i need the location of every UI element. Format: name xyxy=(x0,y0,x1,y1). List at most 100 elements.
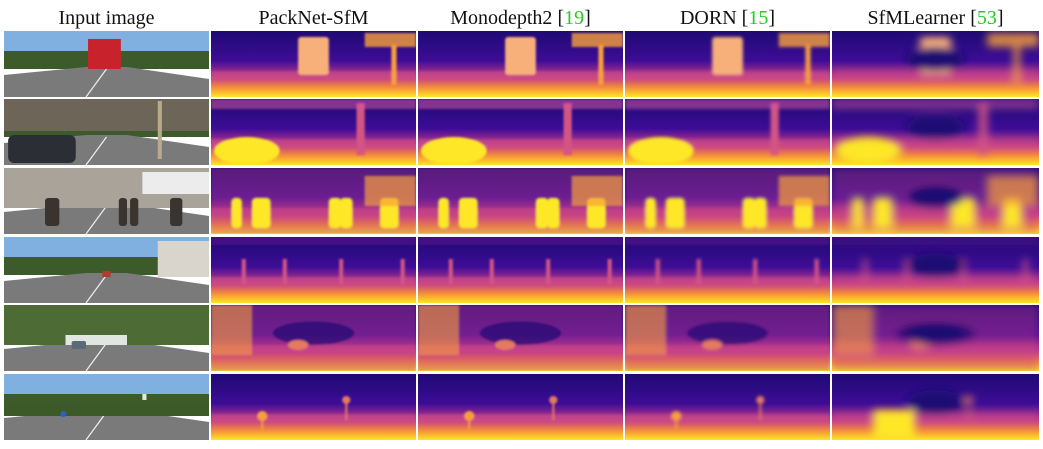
packnet-sfm-depth-graphic xyxy=(211,168,416,234)
pole xyxy=(157,101,162,159)
sfmlearner-depth xyxy=(832,237,1039,303)
input-image-graphic xyxy=(4,31,209,97)
dorn-depth xyxy=(625,305,830,371)
monodepth2-depth xyxy=(418,99,623,165)
sfmlearner-depth-graphic xyxy=(832,99,1039,165)
header-label: DORN xyxy=(679,7,742,29)
packnet-sfm-depth xyxy=(211,31,416,97)
packnet-sfm-depth xyxy=(211,99,416,165)
pedestrian xyxy=(118,198,127,226)
input-image-graphic xyxy=(4,305,209,371)
header-label: Input image xyxy=(58,7,155,29)
citation-ref[interactable]: 15 xyxy=(748,7,769,29)
packnet-sfm-depth xyxy=(211,237,416,303)
dorn-depth-graphic xyxy=(625,31,830,97)
citation-ref[interactable]: 53 xyxy=(976,7,997,29)
input-image-graphic xyxy=(4,168,209,234)
dorn-depth xyxy=(625,99,830,165)
pedestrian xyxy=(130,198,139,226)
input-image xyxy=(4,31,209,97)
sfmlearner-depth xyxy=(832,305,1039,371)
sfmlearner-depth-graphic xyxy=(832,237,1039,303)
packnet-sfm-depth-graphic xyxy=(211,237,416,303)
depth-objects xyxy=(211,305,416,371)
pedestrian xyxy=(170,198,183,226)
input-image xyxy=(4,237,209,303)
sfmlearner-depth-graphic xyxy=(832,168,1039,234)
packnet-sfm-depth xyxy=(211,305,416,371)
input-image-graphic xyxy=(4,237,209,303)
awning xyxy=(142,172,209,194)
truck xyxy=(88,39,121,69)
depth-objects xyxy=(211,237,416,285)
citation-ref[interactable]: 19 xyxy=(564,7,585,29)
dorn-depth xyxy=(625,31,830,97)
monodepth2-depth-graphic xyxy=(418,305,623,371)
depth-objects xyxy=(211,396,416,430)
monodepth2-depth-graphic xyxy=(418,31,623,97)
sfmlearner-depth-graphic xyxy=(832,374,1039,440)
road-sign xyxy=(60,411,67,417)
sfmlearner-depth xyxy=(832,168,1039,234)
packnet-sfm-depth xyxy=(211,374,416,440)
input-image xyxy=(4,168,209,234)
input-image xyxy=(4,99,209,165)
depth-gradient xyxy=(211,374,416,440)
depth-objects xyxy=(625,33,830,85)
dorn-depth-graphic xyxy=(625,168,830,234)
monodepth2-depth xyxy=(418,374,623,440)
header-dorn: DORN [15] xyxy=(679,7,775,29)
sfmlearner-depth-graphic xyxy=(832,31,1039,97)
sfmlearner-depth-graphic xyxy=(832,305,1039,371)
header-sfmlearner: SfMLearner [53] xyxy=(867,7,1004,29)
car xyxy=(71,341,86,349)
header-label: SfMLearner xyxy=(867,7,971,29)
packnet-sfm-depth-graphic xyxy=(211,99,416,165)
monodepth2-depth xyxy=(418,31,623,97)
depth-gradient xyxy=(625,374,830,440)
sfmlearner-depth xyxy=(832,99,1039,165)
dorn-depth xyxy=(625,374,830,440)
input-image xyxy=(4,305,209,371)
depth-objects xyxy=(418,396,623,430)
dorn-depth-graphic xyxy=(625,305,830,371)
sfmlearner-depth xyxy=(832,374,1039,440)
depth-objects xyxy=(418,305,623,371)
pedestrian xyxy=(45,198,60,226)
monodepth2-depth-graphic xyxy=(418,99,623,165)
input-image xyxy=(4,374,209,440)
monodepth2-depth-graphic xyxy=(418,374,623,440)
depth-objects xyxy=(418,99,623,165)
depth-objects xyxy=(418,33,623,85)
depth-objects xyxy=(625,168,830,234)
road xyxy=(4,341,209,371)
car xyxy=(8,135,76,163)
dorn-depth-graphic xyxy=(625,237,830,303)
depth-gradient xyxy=(418,374,623,440)
depth-objects xyxy=(625,237,830,285)
road xyxy=(4,67,209,97)
input-image-graphic xyxy=(4,99,209,165)
sfmlearner-depth xyxy=(832,31,1039,97)
header-label: PackNet-SfM xyxy=(258,7,369,29)
packnet-sfm-depth xyxy=(211,168,416,234)
depth-objects xyxy=(832,237,1039,285)
header-input-image: Input image xyxy=(4,0,209,30)
dorn-depth xyxy=(625,168,830,234)
depth-objects xyxy=(418,168,623,234)
road-sign xyxy=(142,394,147,400)
depth-objects xyxy=(832,168,1039,234)
depth-objects xyxy=(625,396,830,430)
dorn-depth-graphic xyxy=(625,374,830,440)
road xyxy=(4,273,209,303)
monodepth2-depth xyxy=(418,168,623,234)
header-monodepth2: Monodepth2 [19] xyxy=(450,7,591,29)
depth-objects xyxy=(211,99,416,165)
monodepth2-depth-graphic xyxy=(418,237,623,303)
depth-objects xyxy=(625,305,830,371)
dorn-depth-graphic xyxy=(625,99,830,165)
depth-objects xyxy=(211,33,416,85)
packnet-sfm-depth-graphic xyxy=(211,374,416,440)
road xyxy=(4,410,209,440)
depth-objects xyxy=(832,390,1039,440)
